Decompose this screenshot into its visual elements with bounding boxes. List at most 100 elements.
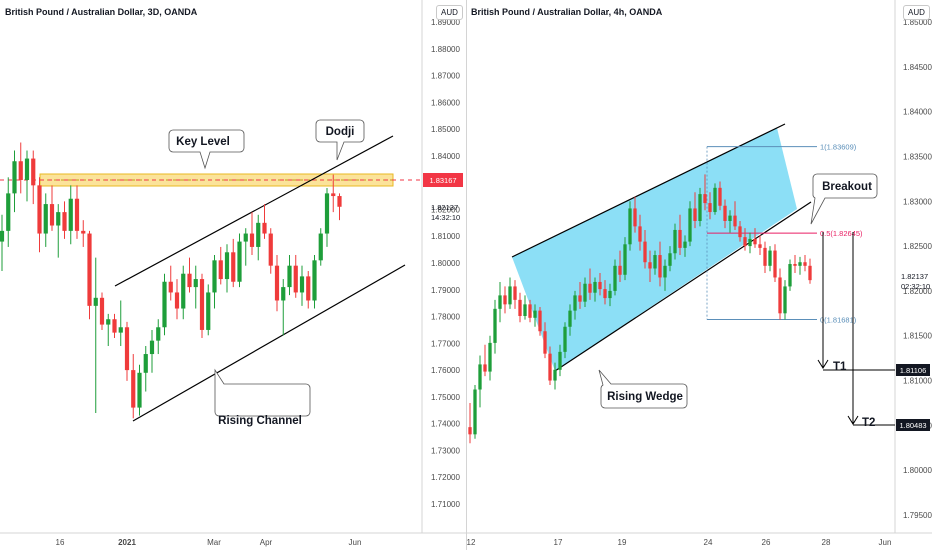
candle-body bbox=[528, 304, 532, 318]
candle bbox=[698, 187, 702, 227]
candle-body bbox=[143, 354, 148, 373]
rising-wedge-callout-box bbox=[598, 369, 688, 409]
candle-body bbox=[673, 229, 677, 254]
candle bbox=[49, 185, 55, 231]
countdown-left: 14:32:10 bbox=[431, 213, 460, 222]
price-tick-label: 1.81000 bbox=[903, 377, 932, 386]
candle bbox=[206, 284, 211, 336]
candle bbox=[218, 246, 223, 285]
price-axis-right[interactable]: 1.85000 1.84500 1.84000 1.83500 1.83000 1.825… bbox=[894, 0, 932, 533]
candle bbox=[788, 259, 792, 291]
candle bbox=[131, 354, 136, 419]
currency-badge-right[interactable]: AUD bbox=[903, 5, 930, 20]
candle-body bbox=[306, 276, 311, 301]
key-level-price-tag-bg bbox=[423, 173, 463, 187]
candle-body bbox=[613, 265, 617, 291]
channel-lower-line bbox=[132, 264, 406, 422]
candle-body bbox=[331, 193, 336, 197]
candle-body bbox=[249, 233, 255, 247]
chart-panel-4h[interactable]: 1.85000 1.84500 1.84000 1.83500 1.83000 1.825… bbox=[466, 0, 932, 550]
candle bbox=[578, 281, 582, 309]
chart-canvas-left[interactable]: 1.89000 1.88000 1.87000 1.86000 1.85000 1.840… bbox=[0, 0, 466, 550]
currency-badge-left[interactable]: AUD bbox=[436, 5, 463, 20]
target-arrows: T1 T2 bbox=[817, 232, 895, 429]
candle bbox=[753, 228, 757, 248]
candle bbox=[553, 362, 557, 390]
t1-label: T1 bbox=[833, 361, 847, 373]
candle bbox=[37, 177, 42, 253]
candle-body bbox=[287, 265, 292, 288]
time-axis-left[interactable]: 16 2021 Mar Apr Jun bbox=[0, 532, 466, 547]
t1-price-tag-bg bbox=[896, 364, 930, 376]
t1-price-tag-text: 1.81106 bbox=[900, 366, 927, 375]
candle bbox=[793, 255, 797, 273]
candle bbox=[548, 346, 552, 386]
dodji-callout: Dodji bbox=[315, 119, 365, 161]
candle-body bbox=[31, 158, 36, 186]
price-axis-left[interactable]: 1.89000 1.88000 1.87000 1.86000 1.85000 1.840… bbox=[421, 0, 460, 533]
price-tick-label: 1.73000 bbox=[431, 446, 460, 455]
candle-body bbox=[312, 260, 317, 301]
candle-body bbox=[49, 204, 55, 226]
candle-body bbox=[262, 222, 267, 234]
time-tick-label: 26 bbox=[762, 538, 771, 547]
channel-upper-line bbox=[114, 135, 394, 287]
candle bbox=[318, 228, 323, 266]
candle-body bbox=[6, 193, 11, 231]
candle-body bbox=[112, 319, 117, 333]
candle bbox=[703, 174, 707, 211]
time-tick-label: 19 bbox=[618, 538, 627, 547]
last-price-right: 1.82137 bbox=[901, 272, 928, 281]
candle bbox=[693, 192, 697, 229]
rising-channel-callout-box bbox=[214, 368, 311, 417]
candle bbox=[199, 273, 205, 338]
candle bbox=[738, 220, 742, 242]
candle bbox=[613, 259, 617, 296]
candle bbox=[648, 250, 652, 282]
last-price-tag-right: 1.82137 02:32:10 bbox=[901, 272, 930, 291]
candle-body bbox=[478, 364, 482, 390]
candle bbox=[249, 212, 255, 255]
candle-body bbox=[81, 230, 86, 234]
candle bbox=[708, 192, 712, 220]
candle bbox=[768, 246, 772, 272]
candle-body bbox=[218, 260, 223, 280]
candle bbox=[778, 268, 782, 320]
candle bbox=[758, 235, 762, 256]
price-tick-label: 1.74000 bbox=[431, 420, 460, 429]
candle-body bbox=[106, 319, 111, 325]
candle bbox=[518, 292, 522, 323]
candle bbox=[243, 228, 248, 266]
candle bbox=[468, 402, 472, 444]
candle bbox=[673, 223, 677, 260]
candle bbox=[187, 257, 192, 293]
rising-wedge-callout: Rising Wedge bbox=[598, 369, 688, 409]
chart-canvas-right[interactable]: 1.85000 1.84500 1.84000 1.83500 1.83000 1.825… bbox=[467, 0, 932, 550]
candle bbox=[658, 241, 662, 287]
candle-body bbox=[698, 194, 702, 221]
candle-body bbox=[773, 250, 777, 278]
candle-body bbox=[131, 370, 136, 408]
candle bbox=[573, 290, 577, 320]
candle-body bbox=[488, 342, 492, 372]
candle bbox=[112, 313, 117, 338]
candle-body bbox=[149, 340, 155, 355]
last-price-left: 1.82137 bbox=[431, 203, 458, 212]
chart-panel-daily[interactable]: 1.89000 1.88000 1.87000 1.86000 1.85000 1.840… bbox=[0, 0, 466, 550]
key-level-zone bbox=[0, 173, 422, 187]
candle-body bbox=[768, 250, 772, 266]
candle-body bbox=[628, 208, 632, 245]
price-tick-label: 1.81500 bbox=[903, 332, 932, 341]
candle bbox=[488, 335, 492, 381]
candle bbox=[783, 280, 787, 320]
candle bbox=[81, 220, 86, 247]
candle bbox=[733, 201, 737, 230]
candle bbox=[773, 244, 777, 282]
key-level-label: Key Level bbox=[176, 136, 230, 148]
price-tick-label: 1.83000 bbox=[903, 197, 932, 206]
candle bbox=[628, 201, 632, 251]
candle bbox=[324, 188, 330, 247]
time-axis-right[interactable]: 12 17 19 24 26 28 Jun bbox=[467, 532, 932, 547]
chart-title-right: British Pound / Australian Dollar, 4h, O… bbox=[471, 7, 663, 17]
candle-body bbox=[513, 286, 517, 300]
